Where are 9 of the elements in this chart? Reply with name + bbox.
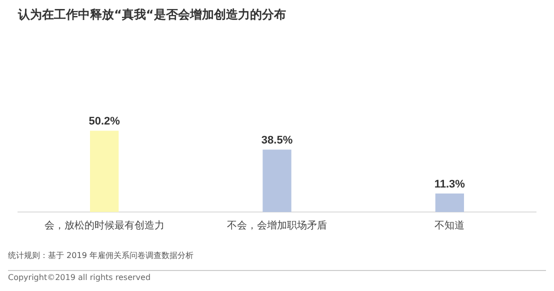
x-tick-label: 不会，会增加职场矛盾: [227, 220, 327, 232]
text: 统计规则：基于 2019 年雇佣关系问卷调查数据分析: [8, 250, 194, 262]
data-label: 11.3%: [434, 178, 466, 190]
data-label: 38.5%: [261, 134, 293, 147]
x-tick-label: 会，放松的时候最有创造力: [44, 220, 164, 232]
text: Copyright©2019 all rights reserved: [8, 270, 546, 282]
data-label: 50.2%: [88, 116, 120, 128]
x-tick-label: 不知道: [434, 220, 465, 232]
chart-title: 认为在工作中释放“真我“是否会增加创造力的分布: [17, 7, 286, 22]
